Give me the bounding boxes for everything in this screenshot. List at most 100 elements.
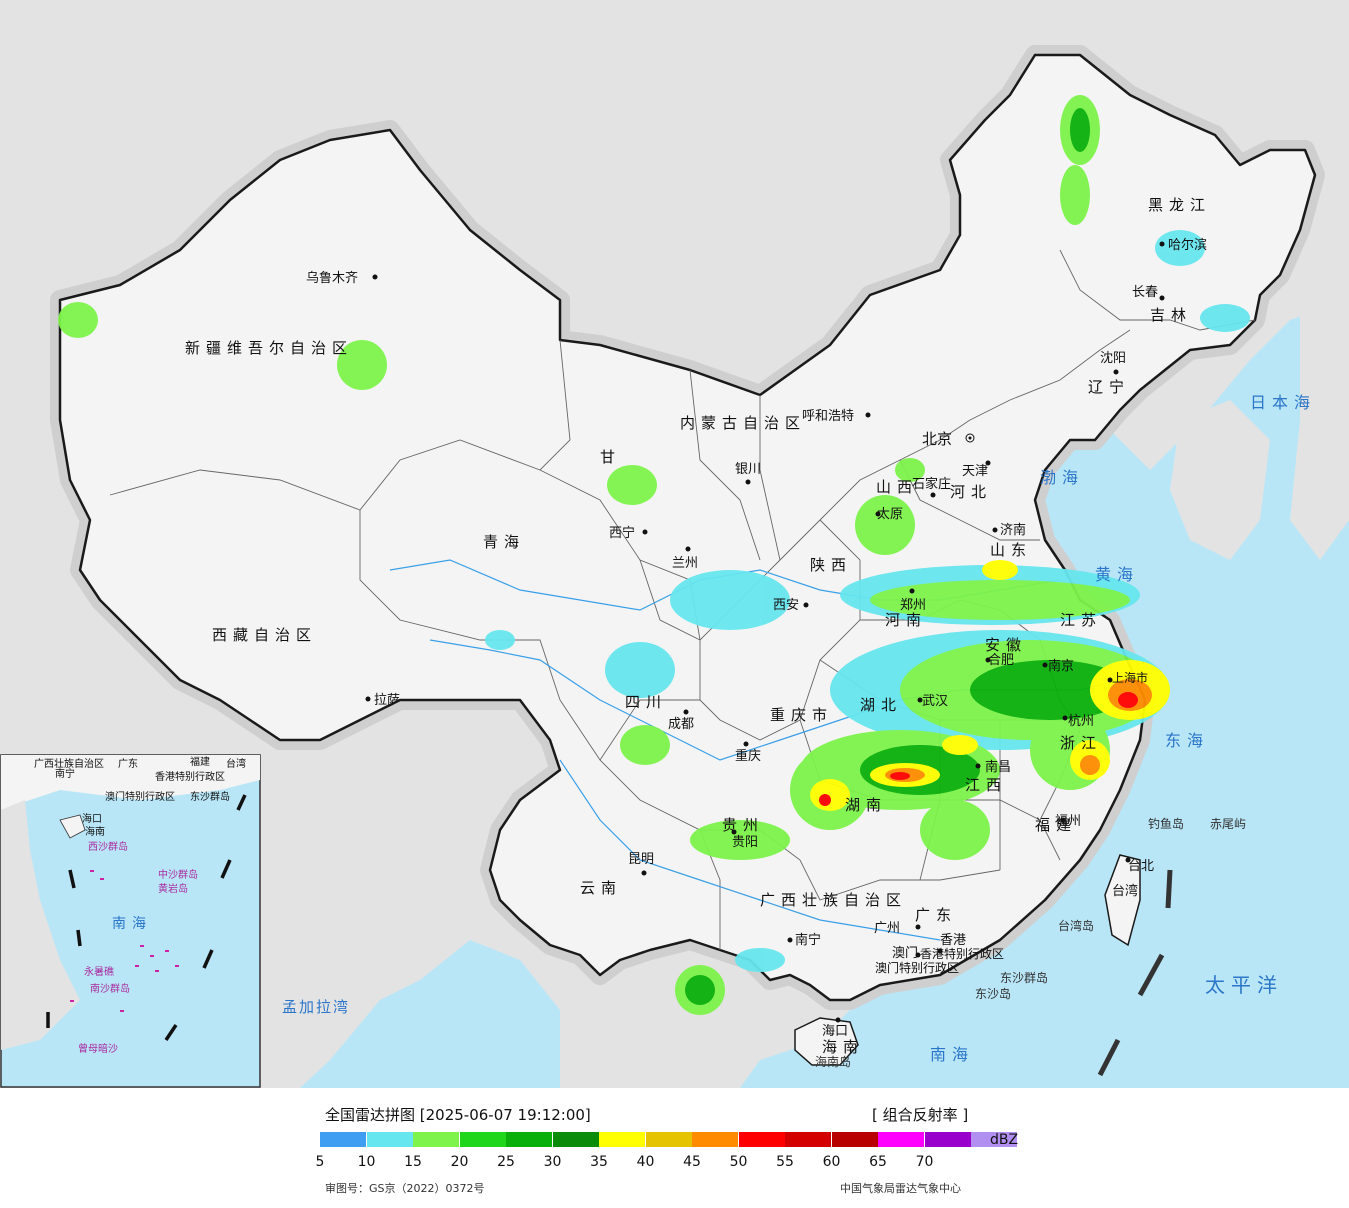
city-guiyang[interactable]: 贵阳 bbox=[731, 829, 759, 851]
city-beijing[interactable]: 北京 bbox=[922, 430, 975, 448]
svg-text:海口: 海口 bbox=[822, 1024, 848, 1039]
scale-tick-label: 70 bbox=[915, 1154, 934, 1170]
svg-text:贵阳: 贵阳 bbox=[732, 835, 758, 850]
city-shanghai[interactable] bbox=[1107, 677, 1113, 683]
scale-swatch bbox=[924, 1132, 971, 1147]
city-xian[interactable]: 西安 bbox=[773, 598, 809, 613]
svg-text:台北: 台北 bbox=[1128, 859, 1154, 874]
scale-tick-label: 40 bbox=[636, 1154, 655, 1170]
scale-swatch bbox=[413, 1132, 459, 1147]
city-lanzhou[interactable]: 兰州 bbox=[672, 546, 698, 572]
city-macau[interactable]: 澳门 bbox=[892, 945, 921, 961]
label-hebei: 河北 bbox=[950, 483, 992, 501]
label-guizhou: 贵州 bbox=[722, 816, 764, 834]
city-nanning[interactable]: 南宁 bbox=[787, 932, 822, 948]
scale-tick-label: 10 bbox=[357, 1154, 376, 1170]
city-xining[interactable]: 西宁 bbox=[609, 525, 648, 541]
echo-red bbox=[819, 692, 1138, 806]
scale-tick-label: 65 bbox=[869, 1154, 887, 1170]
city-kunming[interactable]: 昆明 bbox=[628, 852, 654, 876]
product-name: [ 组合反射率 ] bbox=[872, 1106, 969, 1124]
label-taiwan: 台湾 bbox=[1112, 883, 1138, 899]
svg-text:重庆: 重庆 bbox=[735, 748, 761, 764]
svg-text:永暑礁: 永暑礁 bbox=[84, 965, 114, 978]
city-taipei[interactable]: 台北 bbox=[1125, 857, 1155, 875]
sea-bengal: 孟加拉湾 bbox=[282, 998, 350, 1016]
city-fuzhou[interactable]: 福州 bbox=[1055, 814, 1081, 829]
svg-text:福建: 福建 bbox=[190, 755, 210, 768]
label-qinghai: 青海 bbox=[483, 533, 525, 551]
city-shijiazhuang[interactable]: 石家庄 bbox=[912, 476, 951, 498]
svg-text:南宁: 南宁 bbox=[55, 767, 75, 780]
korea-japan-land bbox=[1170, 280, 1349, 560]
label-jiangxi: 江西 bbox=[965, 776, 1007, 794]
svg-text:南海: 南海 bbox=[112, 916, 152, 932]
label-guangdong: 广东 bbox=[915, 906, 957, 924]
label-gansu: 甘 bbox=[600, 448, 621, 466]
taiwan-island bbox=[1104, 854, 1141, 947]
island-diaoyu: 钓鱼岛 bbox=[1148, 816, 1184, 831]
agency-name: 中国气象局雷达气象中心 bbox=[840, 1182, 961, 1195]
city-markers: 乌鲁木齐 拉萨 西宁 兰州 银川 呼和浩特 北京 天津 石家庄 太原 济南 郑州… bbox=[306, 237, 1207, 1039]
label-tibet: 西藏自治区 bbox=[212, 626, 317, 644]
scale-swatch bbox=[785, 1132, 831, 1147]
city-zhengzhou[interactable]: 郑州 bbox=[900, 588, 926, 614]
island-dongsha: 东沙岛 bbox=[975, 986, 1011, 1001]
svg-text:合肥: 合肥 bbox=[988, 653, 1014, 668]
svg-text:西沙群岛: 西沙群岛 bbox=[88, 840, 128, 853]
svg-text:北京: 北京 bbox=[922, 430, 952, 448]
city-harbin[interactable]: 哈尔滨 bbox=[1159, 237, 1208, 253]
label-innermongolia: 内蒙古自治区 bbox=[680, 414, 806, 432]
label-zhejiang: 浙江 bbox=[1060, 734, 1102, 752]
svg-text:台湾: 台湾 bbox=[226, 757, 246, 770]
scale-swatch bbox=[645, 1132, 692, 1147]
scale-tick-label: 60 bbox=[822, 1154, 841, 1170]
city-shenyang[interactable]: 沈阳 bbox=[1100, 351, 1126, 375]
svg-text:中沙群岛: 中沙群岛 bbox=[158, 868, 198, 881]
city-chongqing[interactable]: 重庆 bbox=[735, 741, 761, 765]
city-jinan[interactable]: 济南 bbox=[992, 522, 1027, 538]
svg-text:沈阳: 沈阳 bbox=[1100, 351, 1126, 366]
svg-text:南昌: 南昌 bbox=[985, 759, 1011, 775]
scale-swatch bbox=[971, 1132, 1017, 1147]
city-hohhot[interactable]: 呼和浩特 bbox=[802, 409, 871, 424]
sea-pacific: 太平洋 bbox=[1205, 973, 1283, 997]
unit-label: dBZ bbox=[990, 1132, 1019, 1148]
city-urumqi[interactable]: 乌鲁木齐 bbox=[306, 270, 378, 286]
svg-text:南宁: 南宁 bbox=[795, 932, 821, 948]
city-lhasa[interactable]: 拉萨 bbox=[365, 693, 401, 708]
city-hangzhou[interactable]: 杭州 bbox=[1062, 714, 1095, 729]
sea-bohai: 渤海 bbox=[1040, 468, 1084, 487]
city-changchun[interactable]: 长春 bbox=[1132, 285, 1165, 301]
label-shandong: 山东 bbox=[990, 541, 1032, 559]
label-hunan: 湖南 bbox=[845, 796, 887, 814]
city-hongkong[interactable]: 香港 bbox=[937, 933, 967, 954]
city-nanchang[interactable]: 南昌 bbox=[975, 759, 1012, 775]
city-haikou[interactable]: 海口 bbox=[822, 1017, 848, 1040]
svg-text:福州: 福州 bbox=[1055, 814, 1081, 829]
svg-text:澳门特别行政区: 澳门特别行政区 bbox=[105, 790, 175, 803]
city-tianjin[interactable]: 天津 bbox=[962, 460, 991, 480]
city-hefei[interactable]: 合肥 bbox=[985, 653, 1015, 668]
city-yinchuan[interactable]: 银川 bbox=[735, 462, 761, 485]
city-taiyuan[interactable]: 太原 bbox=[875, 507, 904, 522]
svg-text:太原: 太原 bbox=[877, 507, 903, 522]
sea-yellow: 黄海 bbox=[1095, 565, 1139, 584]
city-wuhan[interactable]: 武汉 bbox=[917, 694, 949, 709]
scale-swatch bbox=[552, 1132, 599, 1147]
city-guangzhou[interactable]: 广州 bbox=[874, 921, 921, 936]
label-anhui: 安徽 bbox=[985, 636, 1027, 654]
radar-echo-layer bbox=[58, 95, 1250, 1015]
city-nanjing[interactable]: 南京 bbox=[1042, 658, 1075, 674]
label-hainan: 海南 bbox=[822, 1038, 864, 1056]
label-hubei: 湖北 bbox=[860, 696, 902, 714]
label-guangxi: 广西壮族自治区 bbox=[760, 891, 907, 909]
svg-text:西安: 西安 bbox=[773, 598, 799, 613]
svg-text:东沙群岛: 东沙群岛 bbox=[190, 790, 230, 803]
inset-south-china-sea[interactable]: 广西壮族自治区 南宁 广东 福建 台湾 香港特别行政区 澳门特别行政区 东沙群岛… bbox=[0, 754, 261, 1088]
svg-text:海口: 海口 bbox=[82, 812, 102, 825]
city-chengdu[interactable]: 成都 bbox=[668, 709, 694, 733]
radar-map[interactable]: 新疆维吾尔自治区 西藏自治区 青海 甘 四川 云南 贵州 广西壮族自治区 广东 … bbox=[0, 0, 1349, 1089]
scale-swatch bbox=[878, 1132, 924, 1147]
svg-text:哈尔滨: 哈尔滨 bbox=[1168, 237, 1207, 253]
